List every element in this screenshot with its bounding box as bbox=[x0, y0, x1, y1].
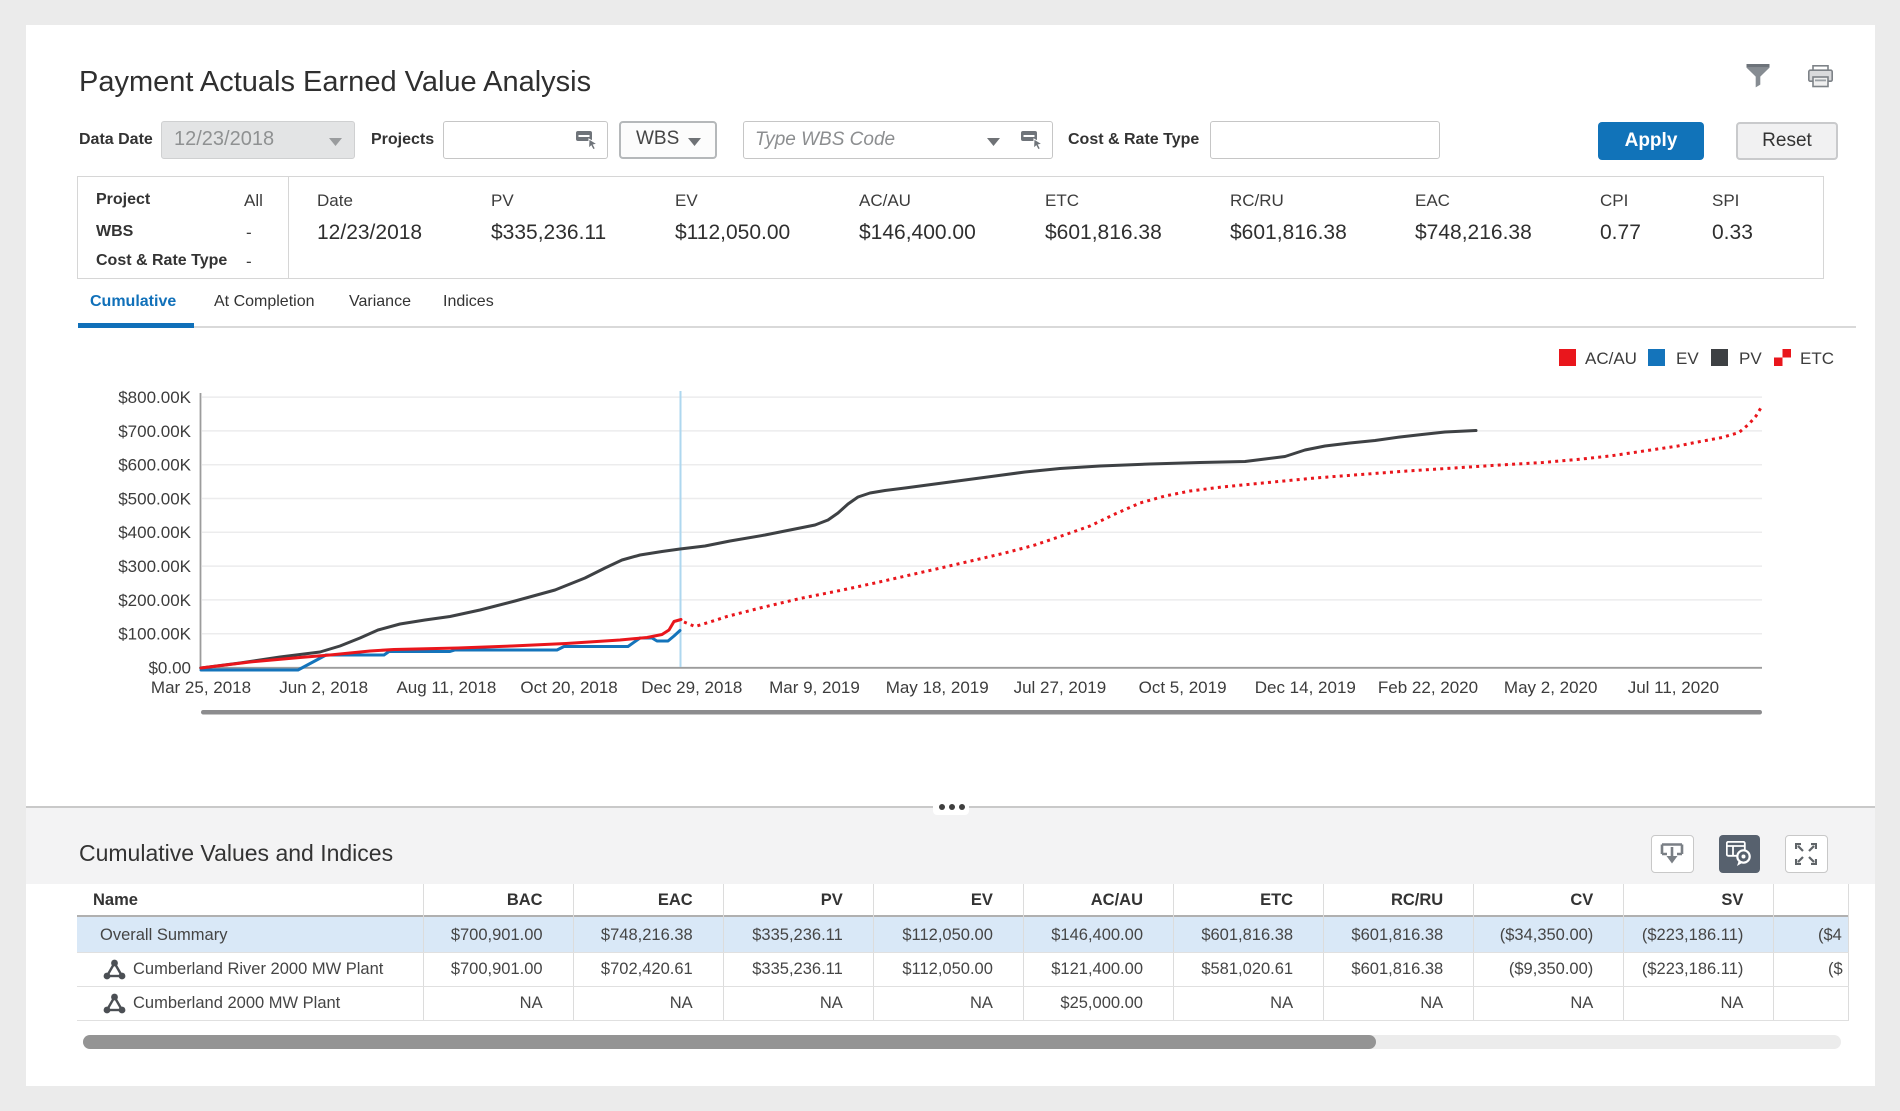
svg-text:Oct 5, 2019: Oct 5, 2019 bbox=[1139, 678, 1227, 697]
svg-text:May 18, 2019: May 18, 2019 bbox=[886, 678, 989, 697]
svg-text:$0.00: $0.00 bbox=[148, 658, 191, 677]
svg-text:$400.00K: $400.00K bbox=[118, 523, 191, 542]
svg-text:Jul 27, 2019: Jul 27, 2019 bbox=[1014, 678, 1107, 697]
svg-text:$200.00K: $200.00K bbox=[118, 591, 191, 610]
svg-text:$100.00K: $100.00K bbox=[118, 625, 191, 644]
svg-text:Feb 22, 2020: Feb 22, 2020 bbox=[1378, 678, 1478, 697]
svg-text:$800.00K: $800.00K bbox=[118, 388, 191, 407]
svg-text:Mar 25, 2018: Mar 25, 2018 bbox=[151, 678, 251, 697]
svg-text:Jul 11, 2020: Jul 11, 2020 bbox=[1628, 678, 1719, 697]
svg-text:Dec 14, 2019: Dec 14, 2019 bbox=[1255, 678, 1356, 697]
svg-text:Oct 20, 2018: Oct 20, 2018 bbox=[520, 678, 617, 697]
svg-text:$700.00K: $700.00K bbox=[118, 422, 191, 441]
svg-text:$300.00K: $300.00K bbox=[118, 557, 191, 576]
svg-text:$500.00K: $500.00K bbox=[118, 489, 191, 508]
svg-text:Jun 2, 2018: Jun 2, 2018 bbox=[279, 678, 368, 697]
svg-text:$600.00K: $600.00K bbox=[118, 456, 191, 475]
svg-text:Aug 11, 2018: Aug 11, 2018 bbox=[396, 678, 496, 697]
svg-text:Dec 29, 2018: Dec 29, 2018 bbox=[641, 678, 742, 697]
svg-text:May 2, 2020: May 2, 2020 bbox=[1504, 678, 1598, 697]
svg-text:Mar 9, 2019: Mar 9, 2019 bbox=[769, 678, 860, 697]
